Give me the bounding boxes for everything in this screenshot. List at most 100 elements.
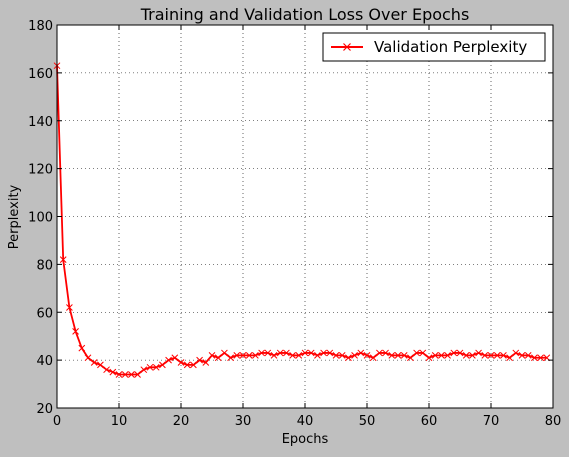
grid-lines xyxy=(57,25,553,408)
y-tick-label: 140 xyxy=(28,115,53,130)
data-point-marker xyxy=(363,351,371,359)
data-point-marker xyxy=(252,351,259,359)
data-point-marker xyxy=(326,349,334,357)
data-point-marker xyxy=(307,349,315,357)
data-point-marker xyxy=(283,349,290,357)
data-point-marker xyxy=(537,354,544,362)
data-point-marker xyxy=(450,349,458,357)
y-tick-label: 180 xyxy=(28,19,53,34)
y-tick-label: 160 xyxy=(28,67,53,82)
data-point-marker xyxy=(407,354,414,362)
data-point-marker xyxy=(431,351,439,359)
data-point-marker xyxy=(382,349,389,357)
x-tick-label: 40 xyxy=(297,414,314,429)
data-point-marker xyxy=(493,351,501,359)
data-point-marker xyxy=(376,349,383,357)
legend-entry-label: Validation Perplexity xyxy=(374,38,527,56)
data-point-marker xyxy=(115,371,123,378)
data-point-marker xyxy=(103,366,110,374)
data-point-marker xyxy=(351,351,358,359)
x-tick-label: 20 xyxy=(173,414,190,429)
data-point-marker xyxy=(221,349,228,357)
data-point-marker xyxy=(531,354,538,362)
data-point-marker xyxy=(487,351,495,359)
y-tick-label: 20 xyxy=(36,402,53,417)
data-point-marker xyxy=(121,371,129,378)
data-point-marker xyxy=(152,363,160,371)
data-point-marker xyxy=(481,351,489,359)
data-point-marker xyxy=(438,351,445,359)
data-point-marker xyxy=(500,351,507,359)
data-point-marker xyxy=(233,351,241,359)
data-point-marker xyxy=(177,359,185,366)
data-point-marker xyxy=(59,256,67,263)
x-tick-label: 70 xyxy=(483,414,500,429)
y-tick-label: 40 xyxy=(36,354,53,369)
data-point-marker xyxy=(134,371,141,378)
data-point-marker xyxy=(128,371,135,378)
y-tick-label: 80 xyxy=(36,258,53,273)
data-point-marker xyxy=(140,366,148,374)
data-point-marker xyxy=(512,349,520,357)
data-point-marker xyxy=(462,351,470,359)
data-point-marker xyxy=(208,351,216,359)
data-point-marker xyxy=(276,349,284,357)
data-point-marker xyxy=(264,349,272,357)
data-point-marker xyxy=(245,351,253,359)
data-point-marker xyxy=(239,351,247,359)
data-point-marker xyxy=(295,351,303,359)
data-point-marker xyxy=(444,351,451,359)
series-layer xyxy=(53,62,551,378)
chart-title: Training and Validation Loss Over Epochs xyxy=(140,5,470,24)
data-point-marker xyxy=(518,351,526,359)
data-point-marker xyxy=(301,349,309,357)
data-point-marker xyxy=(314,351,321,359)
data-point-marker xyxy=(84,354,92,362)
data-point-marker xyxy=(394,351,402,359)
data-point-marker xyxy=(165,356,172,364)
data-point-marker xyxy=(425,354,433,362)
data-point-marker xyxy=(289,351,296,359)
data-point-marker xyxy=(183,361,191,369)
x-tick-label: 10 xyxy=(111,414,128,429)
legend: Validation Perplexity xyxy=(322,32,546,62)
data-point-marker xyxy=(258,349,265,357)
x-tick-label: 50 xyxy=(359,414,376,429)
y-axis-label: Perplexity xyxy=(7,184,22,249)
data-point-marker xyxy=(78,344,86,352)
x-tick-label: 80 xyxy=(545,414,562,429)
data-point-marker xyxy=(332,351,340,359)
data-point-marker xyxy=(357,349,365,357)
data-point-marker xyxy=(524,351,532,359)
data-point-marker xyxy=(171,354,179,362)
data-point-marker xyxy=(196,356,203,364)
x-tick-label: 30 xyxy=(235,414,252,429)
data-point-marker xyxy=(320,349,327,357)
data-point-marker xyxy=(202,359,210,366)
data-point-marker xyxy=(227,354,234,362)
data-point-marker xyxy=(270,351,278,359)
data-point-marker xyxy=(146,363,154,371)
data-point-marker xyxy=(66,304,73,311)
data-point-marker xyxy=(475,349,482,357)
data-point-marker xyxy=(109,368,117,376)
data-point-marker xyxy=(159,361,166,369)
data-point-marker xyxy=(90,359,98,366)
data-point-marker xyxy=(369,354,377,362)
data-point-marker xyxy=(72,328,79,335)
data-point-marker xyxy=(190,361,197,369)
y-tick-label: 60 xyxy=(36,306,53,321)
data-point-marker xyxy=(413,349,420,357)
data-point-marker xyxy=(338,351,346,359)
legend-marker-x xyxy=(343,43,351,51)
data-point-marker xyxy=(388,351,396,359)
y-tick-label: 100 xyxy=(28,211,53,226)
x-tick-label: 60 xyxy=(421,414,438,429)
data-point-marker xyxy=(419,349,427,357)
y-tick-label: 120 xyxy=(28,163,53,178)
axis-ticks: 0 10 20 30 40 50 60 70 80 20 40 60 80 100 120 140 160 180 xyxy=(28,19,561,429)
x-axis-label: Epochs xyxy=(282,432,329,447)
data-point-marker xyxy=(456,349,464,357)
